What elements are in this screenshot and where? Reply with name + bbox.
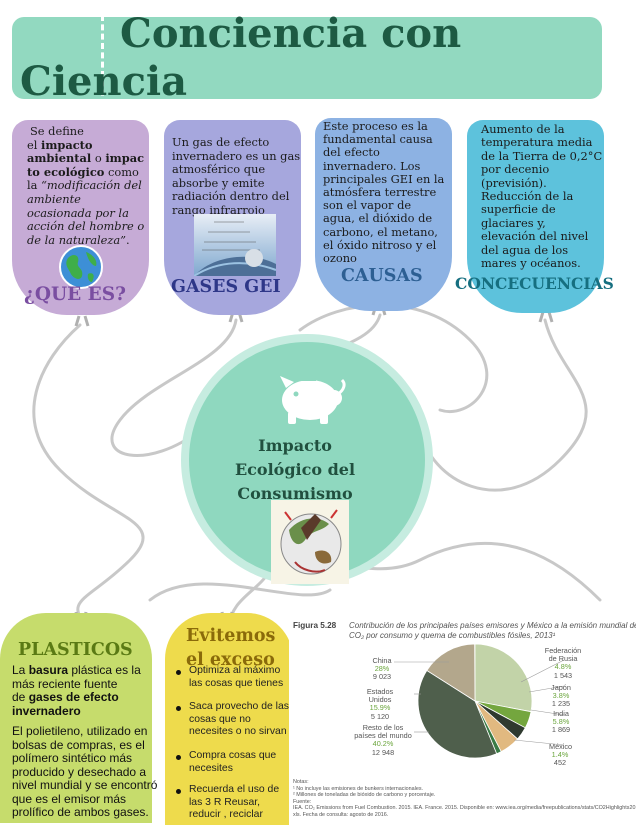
header-divider [101,15,104,105]
pie-leader-line-3 [530,709,565,716]
pie-chart [394,643,565,759]
bullet [176,755,181,760]
figure-caption-line1: Contribución de los principales países e… [349,621,636,630]
page-title-line2: Ciencia [20,58,188,105]
figure-notes: Notas: ¹ No incluye las emisiones de bun… [293,779,636,818]
atmosphere-diagram-image [194,214,276,276]
evitemos-item-2: Saca provecho de las cosas que no necesite… [189,701,289,737]
header-banner [12,17,602,99]
plasticos-title: PLASTICOS [18,640,133,660]
evitemos-item-1: Optimiza al máximo las cosas que tienes [189,665,284,689]
consecuencias-card [467,120,604,313]
center-title-line2: Ecológico del [234,460,356,479]
pie-label-china: China 28% 9 023 [372,656,392,682]
consecuencias-text: Aumento de la temperatura media de la Ti… [481,122,603,271]
page-title-line1: Conciencia con [120,10,462,57]
que-es-title: ¿QUE ES? [24,284,126,305]
earth-consumerism-illustration [271,500,349,584]
gases-title: GASES GEI [171,277,281,297]
causas-title: CAUSAS [341,266,423,286]
pie-label-rusia: Federación de Rusia 4.8% 1 543 [544,646,582,680]
piggy-bank-icon [280,376,346,424]
center-title-line1: Impacto [258,436,332,455]
pie-leader-line-4 [513,739,565,746]
causas-text: Este proceso es la fundamental causa del… [323,119,445,266]
figure-label: Figura 5.28 [293,621,337,630]
que-es-text: Se define el impacto ambiental o impac t… [27,124,145,247]
pie-label-resto: Resto de los países del mundo 40.2% 12 9… [354,723,412,757]
pie-leader-line-1 [520,659,565,683]
consecuencias-title: CONCECUENCIAS [455,274,614,293]
pie-slice-6 [426,643,476,702]
bullet [176,706,181,711]
pie-label-mexico: México 1.4% 452 [549,742,573,768]
center-title-line3: Consumismo [237,484,353,503]
figure-caption-line2: CO₂ por consumo y quema de combustibles … [349,631,556,640]
plasticos-card [0,613,152,823]
gases-text: Un gas de efecto invernadero es un gas a… [172,135,301,217]
pie-slice-5 [417,669,498,759]
plasticos-paragraph-2: El polietileno, utilizado en bolsas de c… [12,724,158,819]
pie-slice-0 [474,643,533,713]
bullet [176,670,181,675]
globe-icon [59,245,103,289]
evitemos-title-line1: Evitemos [186,626,276,646]
pie-label-india: India 5.8% 1 869 [551,709,571,735]
pie-label-japon: Japón 3.8% 1 235 [551,683,571,709]
evitemos-card [165,613,293,825]
plasticos-paragraph-1: La basura plástica es la más reciente fu… [12,663,141,718]
pie-label-usa: Estados Unidos 15.9% 5 120 [366,687,394,721]
evitemos-title-line2: el exceso [186,650,275,670]
pie-leader-line-2 [528,685,565,693]
bullet [176,789,181,794]
causas-card [315,118,452,311]
evitemos-item-4: Recuerda el uso de las 3 R Reusar, reducir… [189,784,280,820]
evitemos-item-3: Compra cosas que necesites [189,750,277,774]
